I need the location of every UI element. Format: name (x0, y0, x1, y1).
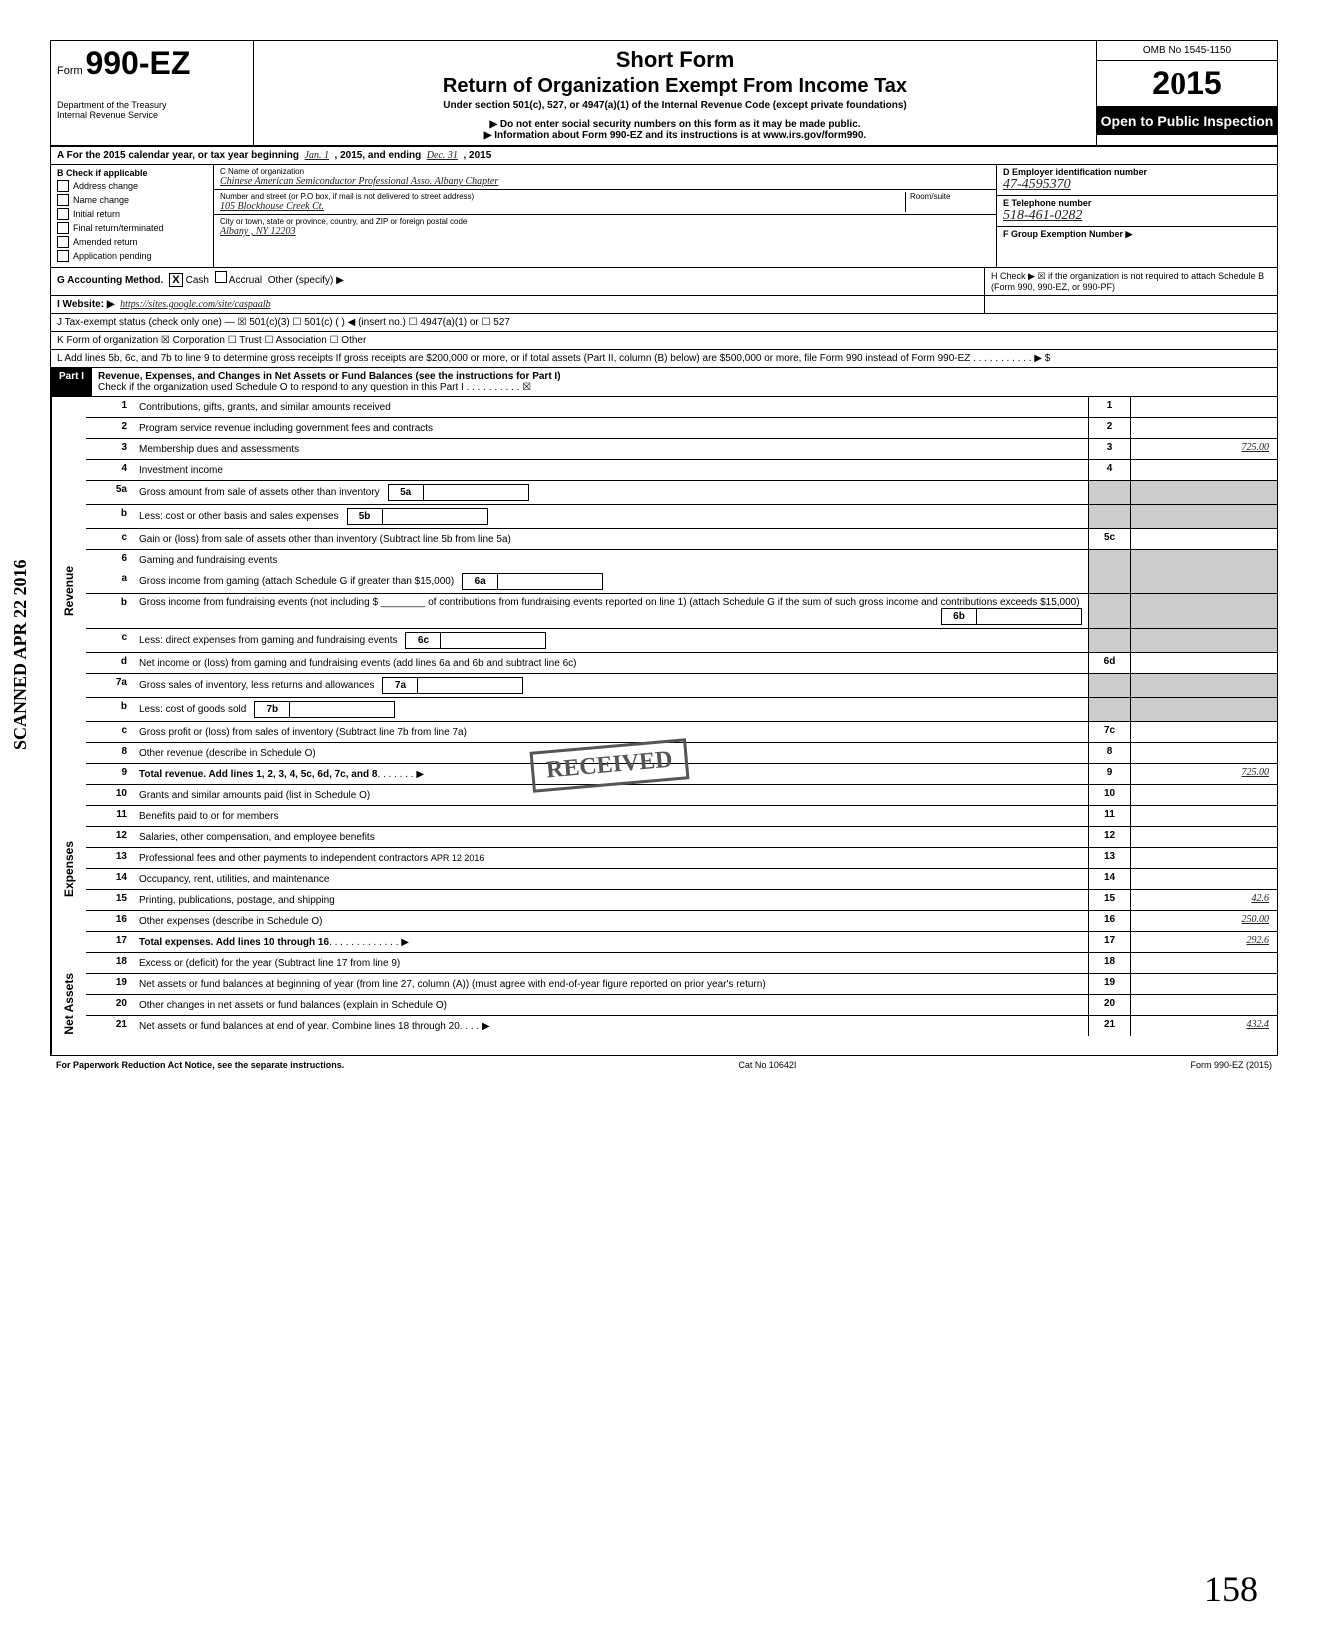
irs: Internal Revenue Service (57, 110, 247, 120)
street: 105 Blockhouse Creek Ct. (220, 201, 905, 212)
room-label: Room/suite (910, 192, 990, 201)
form-number: 990-EZ (85, 45, 190, 81)
row-a-mid: , 2015, and ending (335, 150, 422, 161)
line9-val: 725.00 (1130, 764, 1277, 784)
part1-title: Revenue, Expenses, and Changes in Net As… (98, 371, 561, 382)
footer-center: Cat No 10642I (738, 1060, 796, 1070)
row-g: G Accounting Method. X Cash Accrual Othe… (51, 268, 985, 295)
form-990ez: Form 990-EZ Department of the Treasury I… (50, 40, 1278, 1056)
cb-amended[interactable] (57, 236, 69, 248)
line15-val: 42.6 (1130, 890, 1277, 910)
ein: 47-4595370 (1003, 177, 1071, 192)
row-a-label: A For the 2015 calendar year, or tax yea… (57, 150, 299, 161)
form-prefix: Form (57, 65, 83, 77)
line3-val: 725.00 (1130, 439, 1277, 459)
row-a-end2: , 2015 (463, 150, 491, 161)
return-title: Return of Organization Exempt From Incom… (264, 75, 1086, 98)
info-about: ▶ Information about Form 990-EZ and its … (264, 130, 1086, 141)
footer-right: Form 990-EZ (2015) (1190, 1060, 1272, 1070)
open-public: Open to Public Inspection (1097, 107, 1277, 135)
col-c: C Name of organization Chinese American … (214, 165, 997, 267)
col-de: D Employer identification number 47-4595… (997, 165, 1277, 267)
city-label: City or town, state or province, country… (220, 217, 990, 226)
col-b: B Check if applicable Address change Nam… (51, 165, 214, 267)
org-name-label: C Name of organization (220, 167, 990, 176)
org-name: Chinese American Semiconductor Professio… (220, 176, 990, 187)
revenue-section: Revenue 1Contributions, gifts, grants, a… (51, 397, 1277, 785)
tax-year: 20201515 (1097, 61, 1277, 107)
cb-pending[interactable] (57, 250, 69, 262)
line16-val: 250.00 (1130, 911, 1277, 931)
row-i: I Website: ▶ https://sites.google.com/si… (51, 296, 1277, 314)
website: https://sites.google.com/site/caspaalb (120, 299, 271, 310)
part1-header: Part I Revenue, Expenses, and Changes in… (51, 368, 1277, 397)
cb-name[interactable] (57, 194, 69, 206)
row-k: K Form of organization ☒ Corporation ☐ T… (51, 332, 1277, 350)
header-center: Short Form Return of Organization Exempt… (254, 41, 1096, 145)
row-j: J Tax-exempt status (check only one) — ☒… (51, 314, 1277, 332)
short-form-title: Short Form (264, 47, 1086, 73)
do-not-enter: ▶ Do not enter social security numbers o… (264, 119, 1086, 130)
expenses-label: Expenses (51, 785, 86, 953)
omb-number: OMB No 1545-1150 (1097, 41, 1277, 61)
city: Albany , NY 12203 (220, 226, 990, 237)
year-begin: Jan. 1 (305, 150, 329, 161)
year-end: Dec. 31 (427, 150, 458, 161)
cb-address[interactable] (57, 180, 69, 192)
line17-val: 292.6 (1130, 932, 1277, 952)
col-b-header: B Check if applicable (57, 168, 148, 178)
ein-label: D Employer identification number (1003, 167, 1147, 177)
row-h: H Check ▶ ☒ if the organization is not r… (985, 268, 1277, 295)
dept-treasury: Department of the Treasury (57, 100, 247, 110)
net-assets-label: Net Assets (51, 953, 86, 1055)
street-label: Number and street (or P.O box, if mail i… (220, 192, 905, 201)
page-signature: 158 (1204, 1568, 1258, 1610)
expenses-section: Expenses 10Grants and similar amounts pa… (51, 785, 1277, 953)
footer: For Paperwork Reduction Act Notice, see … (50, 1056, 1278, 1074)
footer-left: For Paperwork Reduction Act Notice, see … (56, 1060, 344, 1070)
cb-accrual[interactable] (215, 271, 227, 283)
cb-cash[interactable]: X (169, 273, 183, 287)
part1-check: Check if the organization used Schedule … (98, 382, 531, 393)
row-a-tax-year: A For the 2015 calendar year, or tax yea… (51, 147, 1277, 165)
part1-label: Part I (51, 368, 92, 396)
net-assets-section: Net Assets 18Excess or (deficit) for the… (51, 953, 1277, 1055)
row-l: L Add lines 5b, 6c, and 7b to line 9 to … (51, 350, 1277, 368)
scanned-stamp: SCANNED APR 22 2016 (10, 559, 31, 750)
section-bcdef: B Check if applicable Address change Nam… (51, 165, 1277, 268)
cb-final[interactable] (57, 222, 69, 234)
row-gh: G Accounting Method. X Cash Accrual Othe… (51, 268, 1277, 296)
header-row: Form 990-EZ Department of the Treasury I… (51, 41, 1277, 147)
revenue-label: Revenue (51, 397, 86, 785)
line21-val: 432.4 (1130, 1016, 1277, 1036)
cb-initial[interactable] (57, 208, 69, 220)
phone-label: E Telephone number (1003, 198, 1091, 208)
header-left: Form 990-EZ Department of the Treasury I… (51, 41, 254, 145)
header-right: OMB No 1545-1150 20201515 Open to Public… (1096, 41, 1277, 145)
under-section: Under section 501(c), 527, or 4947(a)(1)… (264, 100, 1086, 111)
group-exemption-label: F Group Exemption Number ▶ (1003, 229, 1132, 239)
phone: 518-461-0282 (1003, 208, 1082, 223)
